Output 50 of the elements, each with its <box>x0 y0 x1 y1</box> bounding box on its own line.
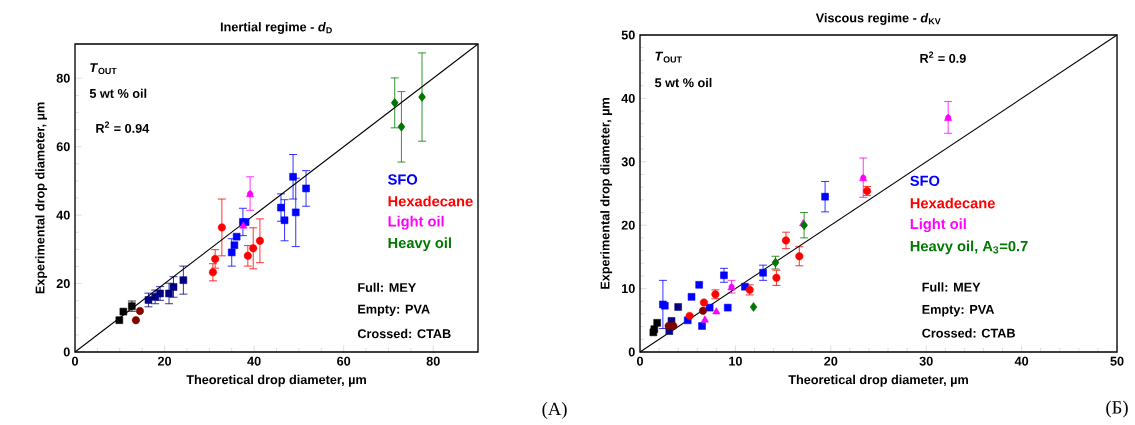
text: SFO <box>388 174 418 185</box>
x-tick-label: 0 <box>71 356 78 366</box>
y-tick-label: 80 <box>56 73 70 83</box>
x-axis-title: Theoretical drop diameter, µm <box>788 374 968 387</box>
y-tick-label: 0 <box>628 347 635 357</box>
text: (Б) <box>1106 400 1128 418</box>
y-tick-label: 40 <box>56 210 70 220</box>
y-tick-label: 30 <box>621 157 635 167</box>
annotation: Crossed: CTAB <box>357 328 451 339</box>
x-tick-label: 40 <box>1014 356 1029 366</box>
annotation: Full: MEY <box>922 282 981 292</box>
text: Hexadecane <box>910 197 995 209</box>
x-tick-label: 0 <box>636 356 644 366</box>
x-tick-label: 10 <box>729 356 742 366</box>
y-axis-title: Experimental drop diameter, µm <box>600 98 613 289</box>
text: Hexadecane <box>388 195 473 207</box>
text: SFO <box>910 175 940 187</box>
x-tick-label: 30 <box>919 356 933 366</box>
y-axis-title: Experimental drop diameter, µm <box>35 102 48 294</box>
chart-title: Inertial regime - d$_{D}$ <box>220 22 332 34</box>
text: Heavy oil, A$_{3}$=0.7 <box>910 240 1028 255</box>
x-axis-title: Theoretical drop diameter, µm <box>186 374 366 387</box>
x-tick-label: 20 <box>157 356 172 366</box>
y-tick-label: 60 <box>56 142 70 152</box>
y-tick-label: 50 <box>621 30 635 40</box>
text: Light oil <box>388 215 444 230</box>
annotation: Empty: PVA <box>358 304 430 317</box>
annotation: 5 wt % oil <box>89 88 147 98</box>
x-tick-label: 80 <box>426 356 440 366</box>
text: Light oil <box>910 218 966 233</box>
x-tick-label: 60 <box>337 356 351 366</box>
annotation: R$^{2}$ = 0.9 <box>920 51 966 63</box>
y-tick-label: 20 <box>621 220 635 230</box>
annotation: Crossed: CTAB <box>922 328 1015 338</box>
text: (A) <box>542 402 567 419</box>
annotation: T$_{OUT}$ <box>655 51 682 63</box>
chart-title: Viscous regime - d$_{KV}$ <box>815 13 941 25</box>
annotation: Empty: PVA <box>922 305 995 317</box>
y-tick-label: 40 <box>621 93 635 103</box>
x-tick-label: 40 <box>247 356 261 366</box>
y-tick-label: 20 <box>56 279 70 289</box>
y-tick-label: 10 <box>622 284 635 294</box>
x-tick-label: 20 <box>824 356 838 366</box>
text: Heavy oil <box>388 237 451 252</box>
annotation: R$^{2}$ = 0.94 <box>96 121 150 133</box>
y-tick-label: 0 <box>63 347 70 357</box>
annotation: Full: MEY <box>358 282 417 292</box>
annotation: 5 wt % oil <box>654 77 712 88</box>
x-tick-label: 50 <box>1110 356 1124 366</box>
annotation: T$_{OUT}$ <box>90 63 117 75</box>
